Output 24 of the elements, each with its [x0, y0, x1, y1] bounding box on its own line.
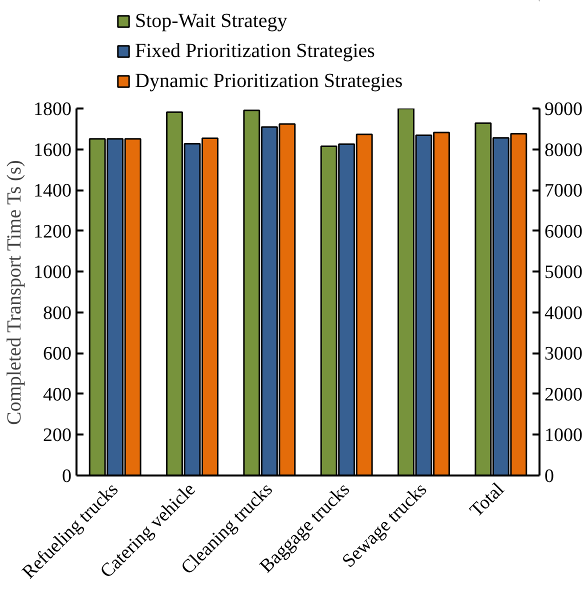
y2-tick-label: 0: [544, 466, 554, 487]
legend-label: Fixed Prioritization Strategies: [135, 38, 375, 64]
y2-tick-label: 5000: [544, 262, 582, 284]
y-tick-label: 600: [43, 344, 72, 365]
y2-tick-label: 9000: [544, 99, 582, 120]
y2-tick-label: 7000: [544, 180, 582, 202]
legend-label: Dynamic Prioritization Strategies: [135, 68, 403, 94]
y-tick-label: 1400: [34, 180, 72, 202]
y2-tick-label: 3000: [544, 344, 582, 365]
y-tick-label: 0: [62, 466, 72, 487]
legend-label: Stop-Wait Strategy: [135, 8, 288, 34]
y-tick-label: 200: [43, 425, 72, 446]
y2-tick-label: 2000: [544, 384, 582, 406]
y-tick-label: 1000: [34, 262, 72, 284]
y-tick-label: 400: [43, 384, 72, 406]
y-tick-label: 800: [43, 302, 72, 324]
y-tick-label: 1200: [34, 221, 72, 242]
y-tick-label: 1600: [34, 140, 72, 161]
y-tick-label: 1800: [34, 99, 72, 120]
y2-tick-label: 8000: [544, 140, 582, 161]
y2-tick-label: 4000: [544, 302, 582, 324]
y2-tick-label: 1000: [544, 425, 582, 446]
y-axis-title: Completed Transport Time Ts (s): [4, 160, 26, 426]
y2-tick-label: 6000: [544, 221, 582, 242]
